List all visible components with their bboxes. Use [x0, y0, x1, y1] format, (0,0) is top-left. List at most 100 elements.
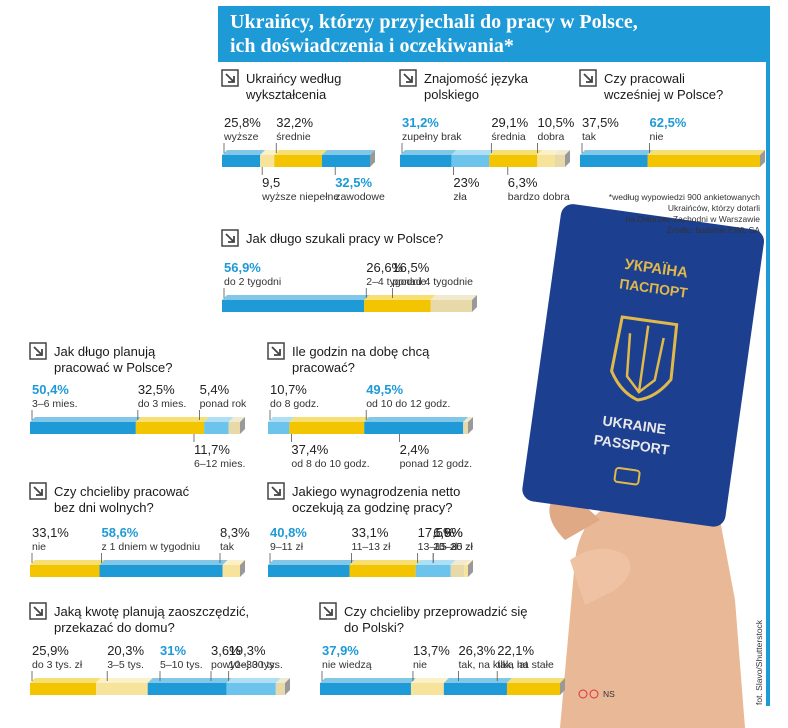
category-label: nie wiedzą: [322, 659, 372, 671]
logo: [589, 689, 599, 699]
category-label: ponad rok: [200, 398, 247, 410]
bar-segment: [268, 422, 290, 434]
bar-segment-top: [30, 560, 105, 565]
bar-segment-top: [464, 560, 473, 565]
category-label: wyższe niepełne: [261, 191, 339, 203]
category-label: tak, na kilka lat: [458, 659, 528, 671]
category-label: nie: [32, 541, 46, 553]
bar-segment-top: [320, 678, 416, 683]
panel-title: Jak długo planują: [54, 344, 156, 359]
bar-segment: [321, 155, 370, 167]
category-label: nie: [650, 131, 664, 143]
value-label: 32,5%: [138, 382, 175, 397]
bar-end: [370, 150, 375, 167]
panel-icon: [29, 602, 47, 620]
panel-icon: [33, 346, 43, 356]
bar-end: [468, 560, 473, 577]
category-label: bardzo dobra: [508, 191, 570, 203]
bar-segment-top: [450, 560, 470, 565]
bar-segment-top: [222, 560, 245, 565]
bar-segment: [135, 422, 205, 434]
bar-segment: [430, 300, 472, 312]
bar-segment-top: [275, 678, 290, 683]
category-label: wyższe: [223, 131, 259, 143]
bar-segment: [226, 683, 276, 695]
logo: [578, 689, 588, 699]
bar-end: [468, 417, 473, 434]
panel-icon: [583, 73, 593, 83]
bar-segment-top: [463, 417, 473, 422]
panel-icon: [271, 486, 281, 496]
value-label: 37,5%: [582, 115, 619, 130]
panel-title: wcześniej w Polsce?: [603, 87, 723, 102]
trident: [625, 325, 665, 394]
bar-end: [285, 678, 290, 695]
hand: [549, 488, 745, 728]
category-label: do 8 godz.: [270, 398, 319, 410]
bar-segment-top: [443, 678, 512, 683]
bar-segment-top: [580, 150, 653, 155]
value-label: 33,1%: [352, 525, 389, 540]
value-label: 10,7%: [270, 382, 307, 397]
bar-segment: [228, 422, 240, 434]
panel-title: Ukraińcy według: [246, 71, 341, 86]
bar-segment: [349, 565, 416, 577]
bar-end: [472, 295, 477, 312]
category-label: ponad 4 tygodnie: [392, 276, 473, 288]
category-label: do 2 tygodni: [224, 276, 281, 288]
value-label: 5,4%: [200, 382, 230, 397]
bar-segment: [260, 155, 275, 167]
value-label: 10,5%: [538, 115, 575, 130]
bar-segment: [410, 683, 444, 695]
bar-segment-top: [289, 417, 370, 422]
bar-segment-top: [95, 678, 153, 683]
bar-segment-top: [349, 560, 421, 565]
panel: Jaką kwotę planują zaoszczędzić,przekaza…: [29, 602, 290, 695]
bar-segment: [99, 565, 223, 577]
value-label: 2,4%: [400, 442, 430, 457]
bar-end: [565, 150, 570, 167]
category-label: tak, na stałe: [497, 659, 554, 671]
bar-segment-top: [260, 150, 280, 155]
category-label: 20–35 zł: [433, 541, 473, 553]
panel-icon: [579, 69, 597, 87]
bar-segment: [364, 300, 431, 312]
bar-end: [560, 678, 565, 695]
panel-icon: [399, 69, 417, 87]
bar-end: [240, 417, 245, 434]
bar-segment: [289, 422, 365, 434]
panel-title: wykształcenia: [245, 87, 327, 102]
value-label: 6,3%: [508, 175, 538, 190]
bar-segment: [275, 683, 285, 695]
panel-title: Czy pracowali: [604, 71, 685, 86]
main-title: Ukraińcy, którzy przyjechali do pracy w …: [230, 11, 638, 33]
panel-title: Jak długo szukali pracy w Polsce?: [246, 231, 443, 246]
panel-icon: [29, 482, 47, 500]
panel-icon: [33, 606, 43, 616]
value-label: 33,1%: [32, 525, 69, 540]
bar-segment: [647, 155, 760, 167]
category-label: powyżej 30 tys.: [211, 659, 283, 671]
panel-title: do Polski?: [344, 620, 404, 635]
value-label: 56,9%: [224, 260, 261, 275]
footnote: Ukraińców, którzy dotarli: [668, 203, 760, 213]
bar-segment-top: [226, 678, 281, 683]
panel-title: Czy chcieliby przeprowadzić się: [344, 604, 528, 619]
bar-segment: [30, 683, 96, 695]
bar-segment-top: [99, 560, 228, 565]
value-label: 11,7%: [194, 442, 230, 457]
bar-segment-top: [364, 417, 469, 422]
bar-segment: [95, 683, 148, 695]
bar-segment: [463, 422, 468, 434]
bar-segment: [204, 422, 229, 434]
panel-title: pracować?: [292, 360, 355, 375]
value-label: 20,3%: [107, 643, 144, 658]
category-label: 3–5 tys.: [107, 659, 144, 671]
passport: УКРАЇНА ПАСПОРТ UKRAINE PASSPORT: [522, 204, 764, 527]
side-rule: [766, 6, 770, 706]
bar-segment-top: [274, 150, 327, 155]
bar-segment-top: [506, 678, 565, 683]
